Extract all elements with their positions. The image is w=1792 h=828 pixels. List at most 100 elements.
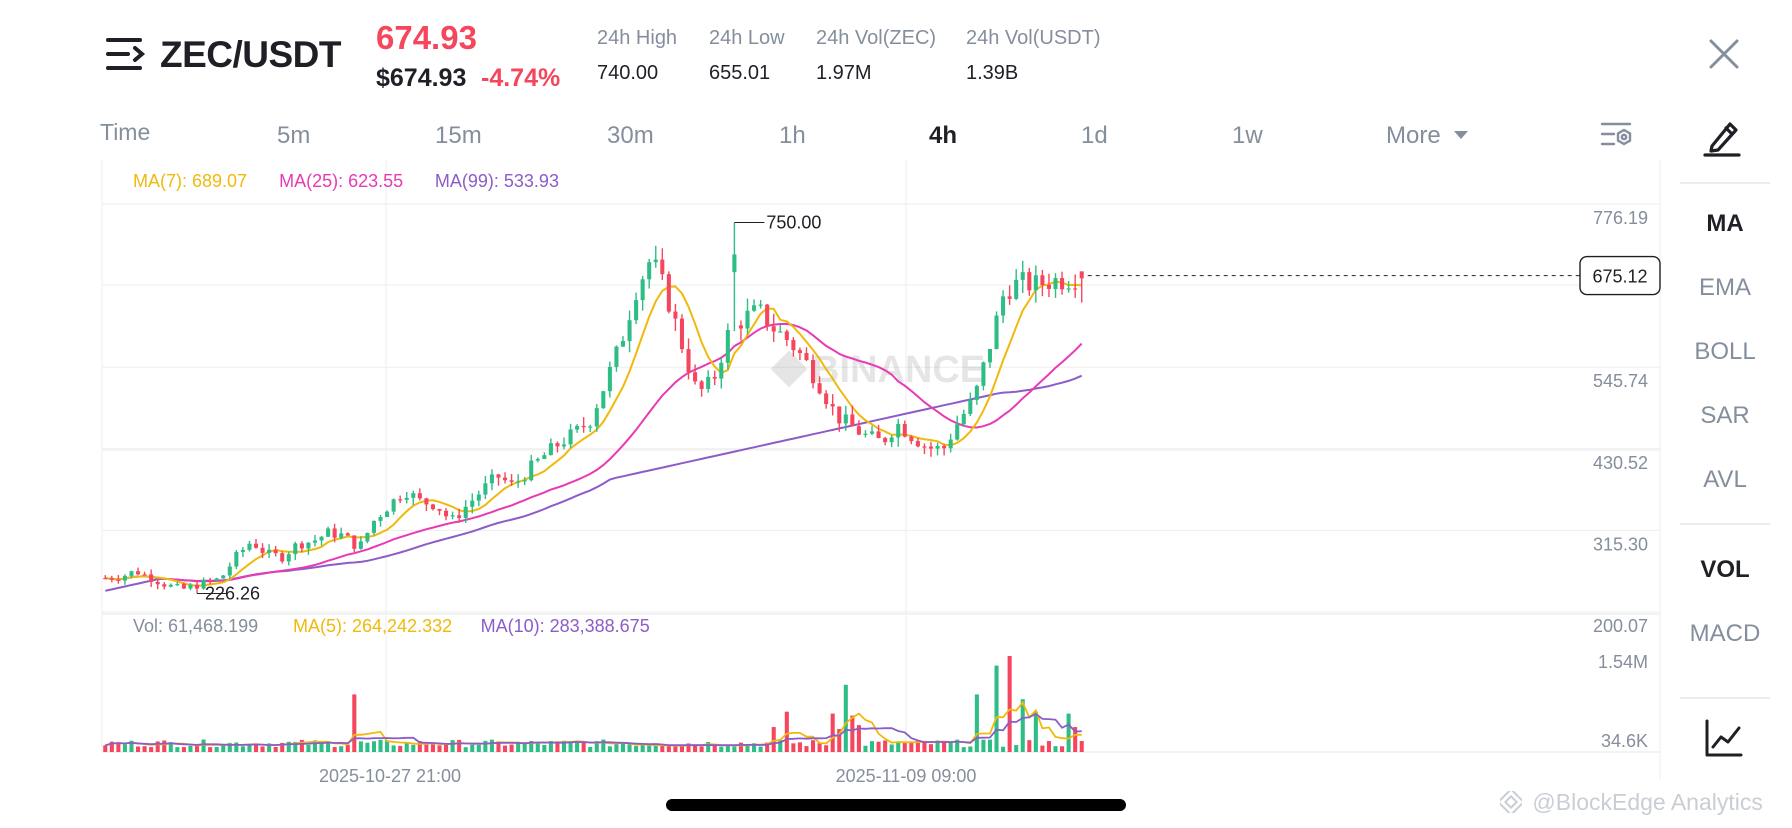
tab-30m[interactable]: 30m xyxy=(607,122,654,149)
candle-body xyxy=(1027,272,1032,291)
volume-bar xyxy=(738,742,743,752)
volume-tick-label: 1.54M xyxy=(1598,652,1648,672)
candle-body xyxy=(1033,275,1038,291)
volume-bar xyxy=(955,739,960,752)
volume-bar xyxy=(811,740,816,752)
volume-bar xyxy=(647,745,652,752)
indicator-ema[interactable]: EMA xyxy=(1698,274,1751,301)
menu-icon[interactable] xyxy=(104,34,148,74)
volume-bar xyxy=(666,746,671,752)
candle-body xyxy=(476,494,481,501)
candle-body xyxy=(843,414,848,424)
chart-settings-icon[interactable] xyxy=(1600,118,1634,152)
candle-body xyxy=(175,584,180,586)
tab-15m[interactable]: 15m xyxy=(435,122,482,149)
last-price: 674.93 xyxy=(376,19,477,56)
usd-price: $674.93 xyxy=(376,64,467,92)
candle-body xyxy=(719,362,724,379)
volume-bar xyxy=(371,741,376,752)
more-timeframes-button[interactable]: More xyxy=(1386,122,1469,150)
candlestick-chart[interactable]: BINANCE 776.19 545.74 430.52 315.30 200.07 MA(… xyxy=(0,160,1680,800)
candle-body xyxy=(706,376,711,389)
candle-body xyxy=(385,511,390,517)
candle-body xyxy=(752,305,757,311)
tab-1h[interactable]: 1h xyxy=(779,122,806,149)
candle-body xyxy=(647,262,652,280)
draw-tool-icon[interactable] xyxy=(1702,116,1742,158)
candle-body xyxy=(424,498,429,505)
y-tick-label: 315.30 xyxy=(1593,534,1648,554)
candle-body xyxy=(883,438,888,443)
volume-bar xyxy=(214,747,219,752)
candle-body xyxy=(627,320,632,341)
volume-bar xyxy=(358,741,363,752)
volume-bar xyxy=(417,741,422,752)
volume-bar xyxy=(561,740,567,752)
volume-bar xyxy=(188,745,193,752)
volume-bar xyxy=(149,747,154,752)
tab-5m[interactable]: 5m xyxy=(277,122,311,149)
volume-bar xyxy=(555,741,560,752)
volume-bar xyxy=(856,725,861,752)
candle-body xyxy=(987,349,993,363)
volume-bar xyxy=(575,741,580,752)
volume-bar xyxy=(804,746,809,752)
volume-bar xyxy=(627,744,632,752)
candle-body xyxy=(712,376,717,379)
volume-bar xyxy=(437,745,442,752)
candle-body xyxy=(312,540,318,543)
indicator-ma[interactable]: MA xyxy=(1706,210,1744,237)
tab-1w[interactable]: 1w xyxy=(1232,122,1263,149)
y-tick-label: 200.07 xyxy=(1593,616,1648,636)
indicator-boll[interactable]: BOLL xyxy=(1694,338,1756,365)
volume-bar xyxy=(378,739,383,752)
candle-body xyxy=(679,318,685,350)
candle-body xyxy=(824,393,829,405)
indicator-vol[interactable]: VOL xyxy=(1700,556,1750,583)
pair-title[interactable]: ZEC/USDT xyxy=(160,34,342,75)
volume-bar xyxy=(896,742,901,752)
candle-body xyxy=(103,578,108,580)
credit-text: @BlockEdge Analytics xyxy=(1532,789,1763,815)
line-chart-icon[interactable] xyxy=(1704,718,1744,758)
close-icon[interactable] xyxy=(1706,36,1742,72)
tab-4h[interactable]: 4h xyxy=(929,122,958,149)
indicator-macd[interactable]: MACD xyxy=(1689,620,1761,647)
stat-24h-low-label: 24h Low xyxy=(709,27,785,49)
volume-bar xyxy=(712,745,717,752)
volume-bar xyxy=(909,741,914,752)
volume-bar xyxy=(312,740,318,752)
volume-bar xyxy=(791,743,796,752)
indicator-avl[interactable]: AVL xyxy=(1703,466,1747,493)
candle-body xyxy=(162,584,167,587)
candle-body xyxy=(194,584,200,589)
volume-bar xyxy=(103,745,108,752)
candle-body xyxy=(411,493,416,498)
binance-watermark-text: BINANCE xyxy=(812,349,985,391)
volume-bar xyxy=(391,745,396,752)
candle-body xyxy=(607,366,612,392)
candle-body xyxy=(352,535,357,549)
candle-body xyxy=(994,315,999,350)
volume-bar xyxy=(758,746,763,752)
indicator-sar[interactable]: SAR xyxy=(1700,402,1750,429)
volume-legend-label: MA(5): 264,242.332 xyxy=(293,616,452,636)
candle-body xyxy=(319,536,324,541)
ma-legend-label: MA(99): 533.93 xyxy=(435,171,559,191)
candle-body xyxy=(1053,278,1058,289)
volume-bar xyxy=(719,746,724,752)
time-label[interactable]: Time xyxy=(100,119,151,145)
candle-body xyxy=(942,446,947,449)
candle-body xyxy=(201,579,206,589)
current-price-tag xyxy=(1579,255,1661,296)
candle-body xyxy=(666,274,671,312)
candle-body xyxy=(339,533,344,538)
watermark-credit: @BlockEdge Analytics xyxy=(1500,789,1763,816)
volume-bar xyxy=(450,740,455,752)
candle-body xyxy=(935,446,940,449)
volume-bar xyxy=(122,744,127,752)
tab-1d[interactable]: 1d xyxy=(1081,122,1108,149)
volume-bar xyxy=(227,742,232,752)
volume-bar xyxy=(784,711,789,752)
candle-body xyxy=(634,300,639,321)
